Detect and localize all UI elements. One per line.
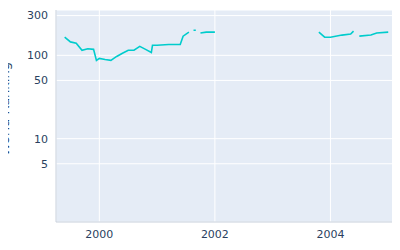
svg-text:300: 300 [27, 9, 48, 22]
svg-text:50: 50 [34, 74, 48, 87]
svg-text:2004: 2004 [316, 228, 344, 241]
svg-text:2000: 2000 [85, 228, 113, 241]
svg-text:100: 100 [27, 49, 48, 62]
svg-text:10: 10 [34, 133, 48, 146]
svg-text:5: 5 [41, 158, 48, 171]
svg-text:2002: 2002 [201, 228, 229, 241]
svg-text:World Ranking: World Ranking [8, 62, 12, 156]
